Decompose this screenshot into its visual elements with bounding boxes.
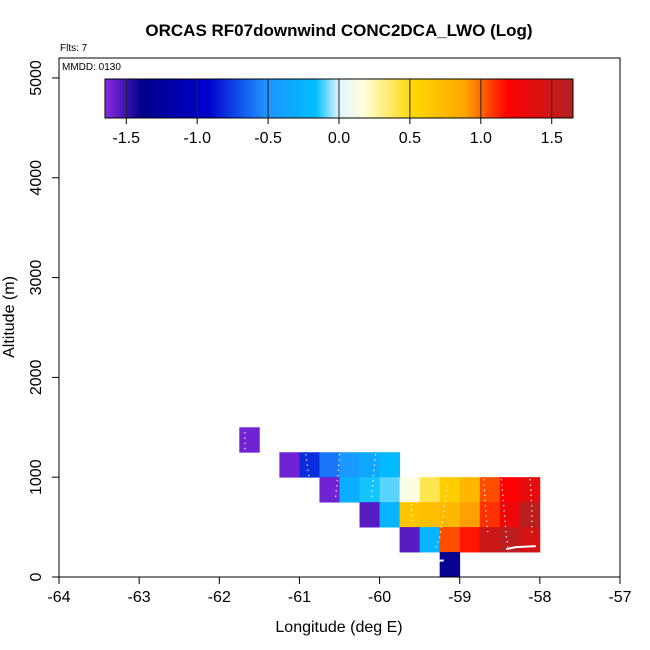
y-tick-label: 0 — [28, 572, 45, 581]
y-tick-label: 1000 — [28, 459, 45, 495]
heatmap-cell — [339, 477, 360, 503]
colorbar-tick-label: -0.5 — [254, 130, 282, 147]
heatmap-cell — [299, 452, 320, 478]
y-tick-label: 3000 — [28, 260, 45, 296]
x-axis: -64 -63 -62 -61 -60 -59 -58 -57 — [47, 576, 632, 606]
heatmap-cell — [459, 527, 481, 553]
colorbar-tick-label: 0.5 — [399, 130, 421, 147]
heatmap-cell — [279, 452, 300, 478]
x-tick-label: -64 — [47, 589, 70, 606]
colorbar: -1.5 -1.0 -0.5 0.0 0.5 1.0 1.5 — [104, 78, 574, 147]
heatmap-cell — [379, 502, 401, 528]
x-tick-label: -58 — [528, 589, 551, 606]
flight-track-solid — [427, 559, 444, 562]
x-tick-label: -57 — [608, 589, 631, 606]
heatmap-cell — [419, 502, 441, 528]
flight-track-solid — [505, 545, 536, 551]
colorbar-tick-label: 1.0 — [470, 130, 492, 147]
heatmap-cell — [319, 452, 340, 478]
heatmap-cell — [359, 502, 380, 528]
heatmap-cell — [499, 527, 521, 553]
flight-track-dotted — [500, 479, 509, 548]
flight-track-dotted — [334, 454, 341, 498]
heatmap-cell — [439, 527, 461, 553]
heatmap-cell — [479, 477, 501, 503]
heatmap-cell — [379, 477, 401, 503]
y-tick-label: 2000 — [28, 359, 45, 395]
heatmap-cell — [379, 452, 401, 478]
heatmap-cell — [419, 527, 441, 553]
heatmap-cell — [239, 427, 260, 453]
heatmap-cell — [439, 552, 461, 578]
y-tick-label: 4000 — [28, 160, 45, 196]
heatmap-cell — [459, 502, 481, 528]
heatmap-cell — [479, 502, 501, 528]
heatmap-cell — [499, 502, 521, 528]
flight-track — [244, 432, 536, 562]
colorbar-tick-label: -1.0 — [183, 130, 211, 147]
heatmap-cell — [439, 477, 461, 503]
heatmap-cell — [459, 477, 481, 503]
heatmap-cell — [339, 452, 360, 478]
x-tick-label: -63 — [128, 589, 151, 606]
heatmap-cell — [519, 477, 541, 503]
x-tick-label: -59 — [448, 589, 471, 606]
heatmap-cell — [399, 527, 421, 553]
heatmap-cell — [359, 477, 380, 503]
heatmap-cell — [479, 527, 501, 553]
y-axis-label: Altitude (m) — [1, 276, 18, 358]
heatmap-cell — [519, 527, 541, 553]
date-annotation: MMDD: 0130 — [62, 62, 121, 73]
colorbar-tick-label: -1.5 — [112, 130, 140, 147]
y-tick-label: 5000 — [28, 60, 45, 96]
heatmap-cell — [319, 477, 340, 503]
heatmap-cell — [439, 502, 461, 528]
chart-title: ORCAS RF07downwind CONC2DCA_LWO (Log) — [145, 21, 532, 40]
colorbar-ticks: -1.5 -1.0 -0.5 0.0 0.5 1.0 1.5 — [112, 79, 563, 147]
colorbar-tick-label: 0.0 — [328, 130, 350, 147]
y-axis: 0 1000 2000 3000 4000 5000 — [28, 60, 60, 581]
flights-annotation: Flts: 7 — [60, 43, 88, 54]
heatmap-cells — [239, 427, 541, 578]
x-tick-label: -61 — [288, 589, 311, 606]
flight-track-dotted — [435, 485, 449, 549]
x-axis-label: Longitude (deg E) — [275, 619, 402, 636]
heatmap-cell — [359, 452, 380, 478]
heatmap-cell — [399, 477, 421, 503]
heatmap-cell — [419, 477, 441, 503]
heatmap-cell — [399, 502, 421, 528]
colorbar-tick-label: 1.5 — [541, 130, 563, 147]
x-tick-label: -60 — [368, 589, 391, 606]
x-tick-label: -62 — [208, 589, 231, 606]
heatmap-cell — [499, 477, 521, 503]
heatmap-cell — [519, 502, 541, 528]
